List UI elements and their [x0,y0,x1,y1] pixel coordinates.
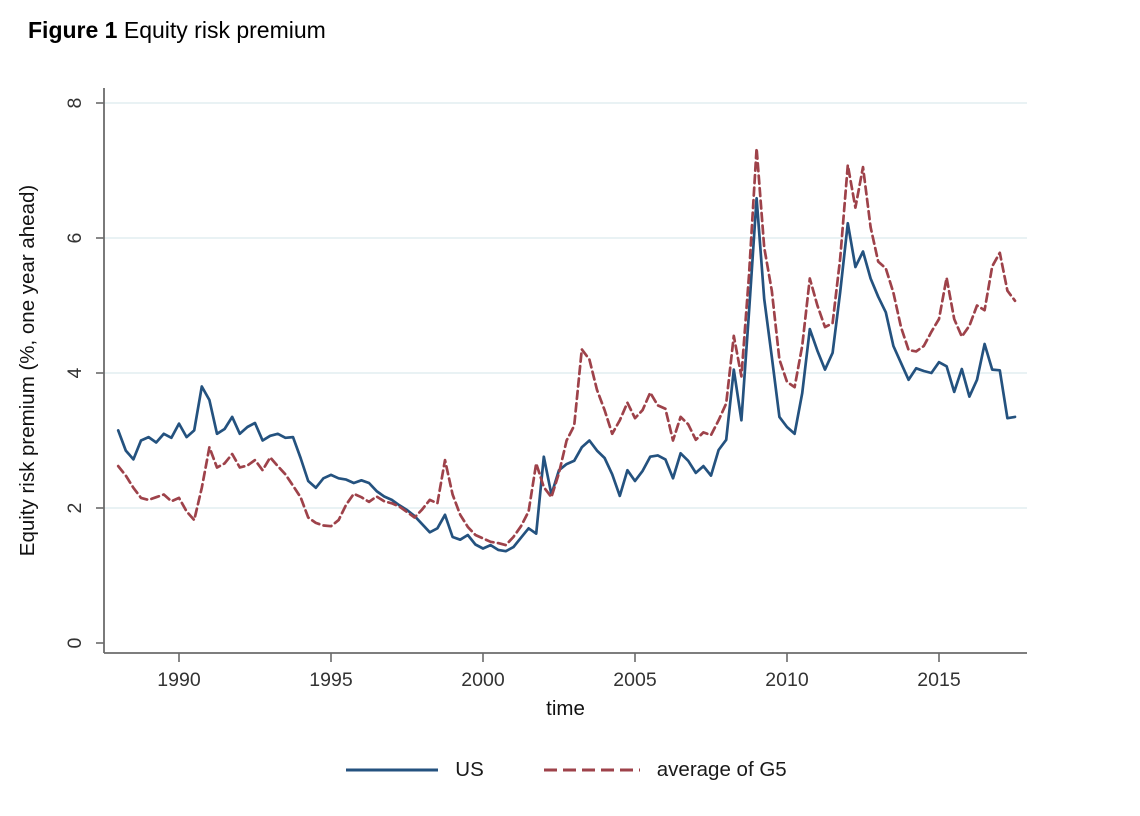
us-series-line [116,196,1017,553]
x-tick-label: 2005 [613,669,657,691]
g5-series-line [116,146,1017,547]
y-tick-label: 2 [64,503,86,514]
x-tick-label: 2015 [917,669,961,691]
x-tick-label: 2000 [461,669,505,691]
legend-item-us: US [344,758,484,782]
figure-title: Figure 1 Equity risk premium [28,16,326,44]
us-line-sample-icon [346,768,439,772]
chart-legend: US average of G5 [104,753,1027,787]
y-tick-label: 0 [64,637,86,648]
figure-title-main: Equity risk premium [123,17,326,43]
legend-item-g5: average of G5 [542,758,787,782]
x-tick-label: 1995 [309,669,353,691]
y-tick-label: 4 [64,367,86,378]
x-tick-label: 2010 [765,669,809,691]
y-axis-title: Equity risk premium (%, one year ahead) [16,185,39,556]
legend-label-g5: average of G5 [656,758,787,781]
x-axis-title: time [546,697,585,720]
legend-label-us: US [455,758,484,781]
x-tick-label: 1990 [157,669,201,691]
figure-title-prefix: Figure 1 [28,17,118,43]
y-tick-label: 6 [64,233,86,244]
g5-line-sample-icon [543,768,640,772]
y-tick-label: 8 [64,98,86,109]
